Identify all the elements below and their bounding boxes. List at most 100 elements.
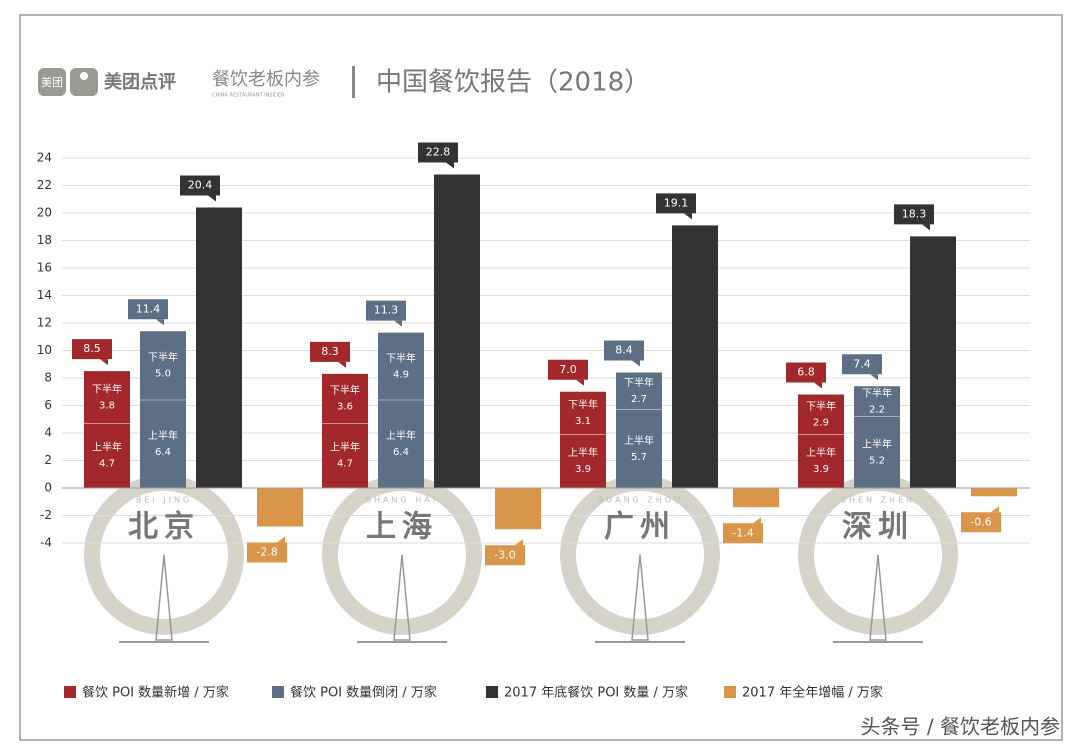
value-callout-label: -1.4 <box>732 526 753 539</box>
total-callout-pointer <box>156 319 164 326</box>
total-callout <box>548 359 588 380</box>
bar-segment <box>616 372 662 410</box>
value-callout-pointer <box>277 536 285 543</box>
segment-value: 4.9 <box>393 369 409 380</box>
y-tick-label: 2 <box>44 453 52 467</box>
legend-label: 餐饮 POI 数量倒闭 / 万家 <box>290 685 437 701</box>
y-tick-label: -4 <box>40 536 52 550</box>
header-divider <box>352 66 355 98</box>
total-callout <box>366 300 406 321</box>
total-callout-label: 8.3 <box>321 345 339 358</box>
city-pinyin: SHEN ZHEN <box>841 496 915 505</box>
total-callout-pointer <box>576 379 584 386</box>
segment-name: 上半年 <box>568 446 598 459</box>
total-callout-label: 11.4 <box>136 302 161 315</box>
bar-segment <box>798 434 844 488</box>
legend-swatch <box>64 686 76 698</box>
total-callout-label: 7.0 <box>559 363 577 376</box>
y-tick-label: 0 <box>44 481 52 495</box>
legend-label: 餐饮 POI 数量新增 / 万家 <box>82 685 229 701</box>
bar <box>971 488 1017 497</box>
value-callout-label: 19.1 <box>664 196 689 209</box>
bar <box>733 488 779 508</box>
legend-swatch <box>272 686 284 698</box>
segment-name: 下半年 <box>806 399 836 412</box>
bar <box>495 488 541 530</box>
total-callout <box>604 340 644 361</box>
city-name: 深圳 <box>842 510 914 545</box>
total-callout-pointer <box>338 361 346 368</box>
y-tick-label: -2 <box>40 508 52 522</box>
segment-value: 5.0 <box>155 369 171 380</box>
value-callout-pointer <box>922 224 930 231</box>
value-callout <box>418 142 458 163</box>
total-callout-pointer <box>394 320 402 327</box>
partner: 餐饮老板内参 <box>212 69 320 90</box>
logo-icon-head <box>80 72 88 80</box>
segment-name: 下半年 <box>330 384 360 397</box>
city-name: 广州 <box>604 510 676 545</box>
y-tick-label: 6 <box>44 398 52 412</box>
bar <box>257 488 303 527</box>
segment-value: 3.9 <box>813 464 829 475</box>
total-callout <box>310 341 350 362</box>
city-name: 上海 <box>366 510 438 545</box>
segment-name: 下半年 <box>568 398 598 411</box>
city-pinyin: SHANG HAI <box>366 496 438 505</box>
logo-icon <box>70 68 98 96</box>
bar-segment <box>560 391 606 435</box>
segment-value: 2.2 <box>869 404 885 415</box>
value-callout <box>656 193 696 214</box>
segment-name: 上半年 <box>624 434 654 447</box>
segment-name: 下半年 <box>862 386 892 399</box>
segment-value: 2.7 <box>631 394 647 405</box>
logo-badge <box>38 68 66 96</box>
value-callout-label: 20.4 <box>188 179 213 192</box>
segment-name: 下半年 <box>386 351 416 364</box>
bar-segment <box>140 331 186 400</box>
city-name: 北京 <box>128 510 200 545</box>
value-callout <box>180 175 220 196</box>
segment-name: 上半年 <box>862 437 892 450</box>
y-tick-label: 16 <box>37 261 52 275</box>
total-callout <box>128 299 168 320</box>
bar-segment <box>378 332 424 400</box>
value-callout <box>247 542 287 563</box>
total-callout-pointer <box>100 359 108 366</box>
total-callout-label: 8.5 <box>83 342 101 355</box>
watermark: 头条号 / 餐饮老板内参 <box>861 715 1060 739</box>
bar-segment <box>84 423 130 488</box>
bar-segment <box>616 409 662 488</box>
y-tick-label: 4 <box>44 426 52 440</box>
value-callout-label: -2.8 <box>256 546 277 559</box>
brand: 美团点评 <box>104 71 176 93</box>
y-tick-label: 20 <box>37 206 52 220</box>
value-callout-label: -3.0 <box>494 548 515 561</box>
value-callout-pointer <box>991 506 999 513</box>
segment-value: 4.7 <box>337 459 353 470</box>
segment-name: 上半年 <box>806 446 836 459</box>
y-tick-label: 24 <box>37 151 52 165</box>
y-tick-label: 18 <box>37 233 52 247</box>
bar <box>196 207 242 488</box>
segment-name: 上半年 <box>330 441 360 454</box>
segment-value: 3.6 <box>337 402 353 413</box>
value-callout-pointer <box>208 195 216 202</box>
segment-value: 4.7 <box>99 459 115 470</box>
bar-segment <box>322 373 368 424</box>
legend-swatch <box>486 686 498 698</box>
total-callout <box>72 339 112 360</box>
legend-label: 2017 年底餐饮 POI 数量 / 万家 <box>504 685 688 701</box>
landmark <box>631 554 649 641</box>
bar-segment <box>854 386 900 417</box>
value-callout-label: -0.6 <box>970 515 991 528</box>
total-callout <box>786 362 826 383</box>
bar <box>672 225 718 488</box>
y-tick-label: 12 <box>37 316 52 330</box>
total-callout-pointer <box>632 360 640 367</box>
total-callout-label: 8.4 <box>615 344 633 357</box>
y-tick-label: 14 <box>37 288 52 302</box>
partner-en: CHINA RESTAURANT INSIDER <box>212 93 285 99</box>
segment-value: 3.8 <box>99 400 115 411</box>
bar-segment <box>854 416 900 488</box>
